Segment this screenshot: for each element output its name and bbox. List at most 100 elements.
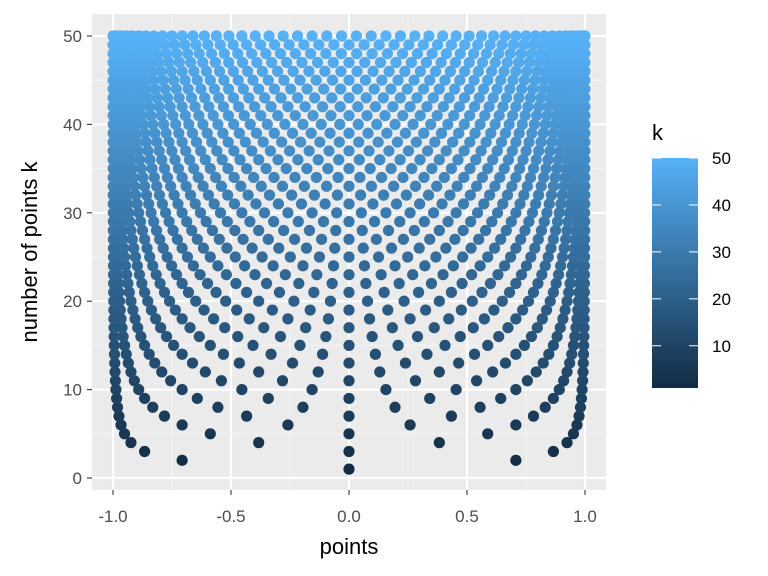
data-point [378, 189, 390, 201]
data-point [272, 65, 284, 77]
data-point [297, 118, 309, 130]
data-point [187, 30, 199, 42]
data-point [343, 322, 355, 334]
data-point [470, 154, 482, 166]
data-point [510, 277, 522, 290]
data-point [361, 295, 374, 307]
data-point [392, 339, 404, 351]
data-point [424, 392, 436, 405]
data-point [156, 30, 169, 42]
data-point [368, 83, 380, 95]
data-point [351, 65, 363, 77]
data-point [128, 375, 140, 387]
data-point [169, 304, 181, 316]
data-point [213, 233, 225, 245]
data-point [419, 260, 431, 272]
data-point [140, 189, 153, 201]
data-point [552, 269, 565, 281]
data-point [333, 136, 345, 148]
data-point [242, 189, 254, 201]
data-point [476, 171, 488, 184]
data-point [176, 384, 188, 396]
data-point [125, 295, 137, 307]
data-point [501, 189, 514, 201]
data-point [283, 145, 296, 157]
data-point [371, 118, 383, 130]
data-point [501, 56, 513, 69]
data-point [496, 39, 508, 51]
data-point [463, 83, 476, 95]
x-axis-ticks: -1.0 -0.5 0.0 0.5 1.0 [98, 490, 597, 526]
data-point [217, 101, 230, 113]
data-point [313, 251, 326, 263]
data-point [319, 198, 331, 210]
data-point [221, 242, 233, 254]
data-point [397, 233, 410, 245]
data-point [300, 242, 313, 254]
data-point [523, 56, 535, 69]
data-point [459, 39, 471, 51]
data-point [238, 109, 250, 122]
data-point [158, 39, 171, 51]
data-point [136, 277, 148, 290]
data-point [507, 109, 519, 122]
data-point [343, 286, 355, 298]
data-point [482, 74, 494, 86]
data-point [489, 56, 501, 69]
data-point [526, 127, 538, 139]
data-point [527, 286, 540, 298]
data-point [107, 83, 119, 95]
data-point [303, 65, 315, 77]
data-point [160, 330, 173, 343]
data-point [561, 366, 573, 378]
data-point [183, 118, 195, 130]
data-point [510, 30, 522, 42]
data-point [326, 74, 339, 86]
data-point [210, 171, 222, 184]
data-point [147, 74, 159, 86]
data-point [268, 83, 281, 95]
data-point [546, 30, 558, 42]
x-tick-label: -0.5 [216, 507, 245, 526]
data-point [216, 154, 228, 166]
data-point [207, 109, 219, 122]
data-point [300, 322, 312, 334]
legend-label: 50 [712, 149, 731, 168]
data-point [144, 56, 156, 69]
data-point [124, 216, 136, 228]
data-point [280, 163, 292, 175]
data-point [126, 233, 138, 245]
data-point [176, 454, 188, 466]
data-point [158, 286, 171, 298]
data-point [375, 269, 387, 281]
data-point [135, 163, 147, 175]
data-point [559, 101, 571, 113]
data-point [228, 171, 240, 184]
data-point [107, 198, 119, 210]
data-point [148, 171, 160, 184]
data-point [531, 109, 543, 122]
data-point [279, 269, 291, 281]
data-point [372, 251, 385, 263]
data-point [223, 56, 235, 69]
data-point [276, 180, 289, 192]
data-point [248, 171, 260, 184]
data-point [312, 154, 324, 166]
data-point [351, 48, 363, 60]
data-point [243, 313, 255, 325]
data-point [107, 242, 120, 254]
data-point [510, 313, 522, 325]
data-point [445, 410, 457, 422]
data-point [463, 30, 475, 42]
data-point [386, 322, 398, 334]
data-point [437, 101, 449, 113]
data-point [283, 39, 295, 51]
data-point [352, 101, 364, 113]
data-point [403, 39, 415, 51]
data-point [567, 339, 580, 351]
data-point [197, 180, 209, 192]
data-point [574, 269, 586, 281]
data-point [527, 163, 540, 175]
data-point [529, 30, 542, 42]
data-point [530, 366, 542, 378]
